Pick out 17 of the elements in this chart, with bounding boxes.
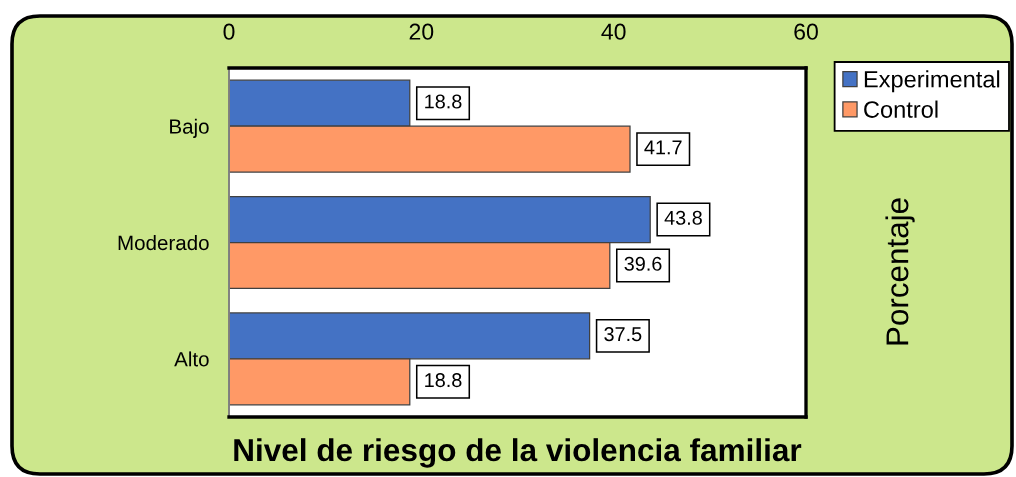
- x-tick-label: 0: [223, 23, 235, 40]
- data-label: 18.8: [425, 94, 462, 109]
- data-label: 39.6: [624, 256, 662, 271]
- data-label: 41.7: [644, 140, 682, 155]
- data-label: 18.8: [425, 373, 462, 388]
- x-tick-label: 40: [601, 23, 626, 40]
- legend-label: Experimental: [864, 70, 1000, 93]
- legend-label: Control: [864, 100, 938, 118]
- y-tick-label: Moderado: [118, 235, 209, 251]
- data-label: 37.5: [604, 327, 642, 342]
- x-tick-label: 60: [794, 23, 818, 40]
- y-axis-title: Porcentaje: [885, 198, 915, 345]
- y-tick-label: Bajo: [170, 118, 209, 138]
- x-tick-label: 20: [409, 23, 434, 40]
- y-tick-label: Alto: [174, 351, 209, 367]
- x-axis-title: Nivel de riesgo de la violencia familiar: [234, 438, 802, 468]
- data-label: 43.8: [664, 210, 702, 225]
